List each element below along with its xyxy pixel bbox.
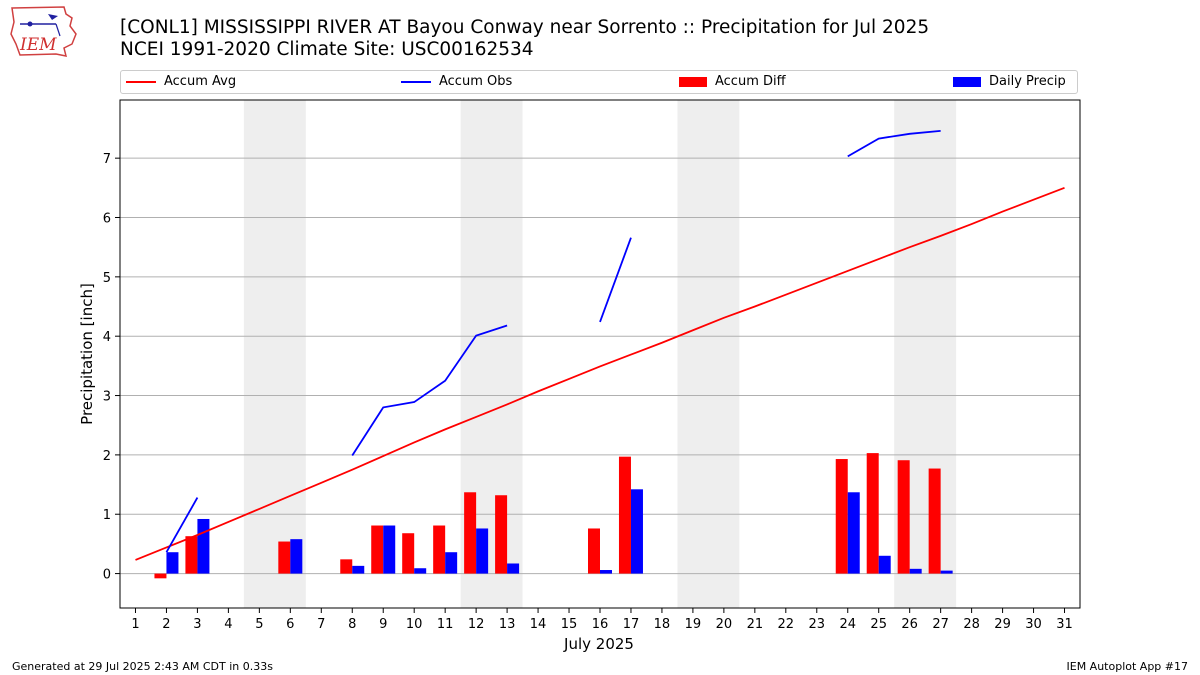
legend-entry-daily-precip: Daily Precip xyxy=(953,74,1066,89)
legend-label-accum-avg: Accum Avg xyxy=(164,74,237,89)
x-tick-label: 21 xyxy=(747,617,764,632)
y-tick-label: 0 xyxy=(103,568,111,583)
x-tick-label: 31 xyxy=(1056,617,1073,632)
accum-diff-bar xyxy=(866,453,879,574)
legend-swatch-accum-obs xyxy=(401,80,431,83)
chart-subtitle: NCEI 1991-2020 Climate Site: USC00162534 xyxy=(120,39,534,60)
y-tick-label: 4 xyxy=(103,330,111,345)
x-tick-label: 7 xyxy=(317,617,325,632)
x-tick-label: 12 xyxy=(468,617,485,632)
app-credit: IEM Autoplot App #17 xyxy=(1066,660,1189,673)
accum-diff-bar xyxy=(928,468,941,574)
x-tick-label: 15 xyxy=(561,617,578,632)
y-tick-label: 1 xyxy=(103,508,111,523)
y-tick-label: 5 xyxy=(103,271,111,286)
weekend-shade xyxy=(677,100,740,608)
x-tick-label: 20 xyxy=(716,617,733,632)
x-tick-label: 8 xyxy=(348,617,356,632)
accum-diff-bar xyxy=(371,525,384,574)
legend-swatch-daily-precip xyxy=(953,76,981,87)
x-tick-label: 9 xyxy=(379,617,387,632)
x-tick-label: 2 xyxy=(162,617,170,632)
x-tick-label: 3 xyxy=(193,617,201,632)
accum-diff-bar xyxy=(588,528,600,574)
accum-diff-bar xyxy=(185,536,198,574)
generated-timestamp: Generated at 29 Jul 2025 2:43 AM CDT in … xyxy=(12,660,273,673)
accum-diff-bar xyxy=(897,460,910,574)
x-tick-label: 22 xyxy=(778,617,795,632)
legend-entry-accum-obs: Accum Obs xyxy=(401,74,512,89)
daily-precip-bar xyxy=(476,528,489,574)
x-tick-label: 5 xyxy=(255,617,263,632)
x-tick-label: 25 xyxy=(870,617,887,632)
daily-precip-bar xyxy=(600,570,612,574)
y-tick-label: 3 xyxy=(103,390,111,405)
x-tick-label: 29 xyxy=(994,617,1011,632)
x-tick-label: 6 xyxy=(286,617,294,632)
daily-precip-bar xyxy=(940,570,953,574)
x-tick-label: 11 xyxy=(437,617,454,632)
accum-diff-bar xyxy=(464,492,477,574)
legend-entry-accum-avg: Accum Avg xyxy=(126,74,236,89)
y-tick-label: 2 xyxy=(103,449,111,464)
accum-diff-bar xyxy=(340,559,353,574)
x-tick-label: 19 xyxy=(685,617,702,632)
x-tick-label: 4 xyxy=(224,617,232,632)
x-tick-label: 14 xyxy=(530,617,547,632)
accum-obs-line xyxy=(847,129,941,158)
accum-obs-line xyxy=(165,497,199,553)
x-tick-label: 28 xyxy=(963,617,980,632)
x-tick-label: 1 xyxy=(131,617,139,632)
daily-precip-bar xyxy=(166,552,179,574)
daily-precip-bar xyxy=(352,565,365,574)
accum-obs-line xyxy=(351,324,508,456)
accum-obs-line xyxy=(599,237,632,323)
x-tick-label: 13 xyxy=(499,617,516,632)
accum-diff-bar xyxy=(154,573,167,579)
daily-precip-bar xyxy=(878,555,891,574)
x-tick-label: 26 xyxy=(901,617,918,632)
y-tick-label: 6 xyxy=(103,212,111,227)
daily-precip-bar xyxy=(197,518,210,574)
legend-swatch-accum-avg xyxy=(126,80,156,83)
weekend-shade xyxy=(243,100,306,608)
legend-entry-accum-diff: Accum Diff xyxy=(679,74,786,89)
y-axis-label: Precipitation [inch] xyxy=(78,283,96,425)
y-tick-label: 7 xyxy=(103,152,111,167)
x-tick-label: 24 xyxy=(839,617,856,632)
daily-precip-bar xyxy=(630,489,643,574)
legend-label-daily-precip: Daily Precip xyxy=(989,74,1066,89)
daily-precip-bar xyxy=(445,552,458,574)
legend-swatch-accum-diff xyxy=(679,76,707,87)
accum-diff-bar xyxy=(618,456,631,574)
daily-precip-bar xyxy=(909,568,922,574)
accum-diff-bar xyxy=(495,495,508,574)
x-tick-label: 10 xyxy=(406,617,423,632)
x-tick-label: 30 xyxy=(1025,617,1042,632)
accum-diff-bar xyxy=(433,525,446,574)
accum-avg-line xyxy=(135,186,1065,561)
daily-precip-bar xyxy=(290,539,303,574)
accum-diff-bar xyxy=(278,541,291,574)
iem-logo: IEM xyxy=(10,6,77,57)
legend-label-accum-diff: Accum Diff xyxy=(715,74,786,89)
x-tick-label: 23 xyxy=(809,617,826,632)
x-tick-label: 27 xyxy=(932,617,949,632)
x-axis-label: July 2025 xyxy=(563,635,634,653)
legend: Accum Avg Accum Obs Accum Diff Daily Pre… xyxy=(120,70,1078,94)
logo-text: IEM xyxy=(19,35,57,55)
x-tick-label: 16 xyxy=(592,617,609,632)
accum-diff-bar xyxy=(402,533,415,574)
chart-title: [CONL1] MISSISSIPPI RIVER AT Bayou Conwa… xyxy=(120,17,930,38)
legend-label-accum-obs: Accum Obs xyxy=(439,74,513,89)
daily-precip-bar xyxy=(847,492,860,574)
x-tick-label: 18 xyxy=(654,617,671,632)
daily-precip-bar xyxy=(383,525,396,574)
x-tick-label: 17 xyxy=(623,617,640,632)
daily-precip-bar xyxy=(414,568,427,574)
accum-diff-bar xyxy=(835,459,848,574)
daily-precip-bar xyxy=(507,563,520,574)
